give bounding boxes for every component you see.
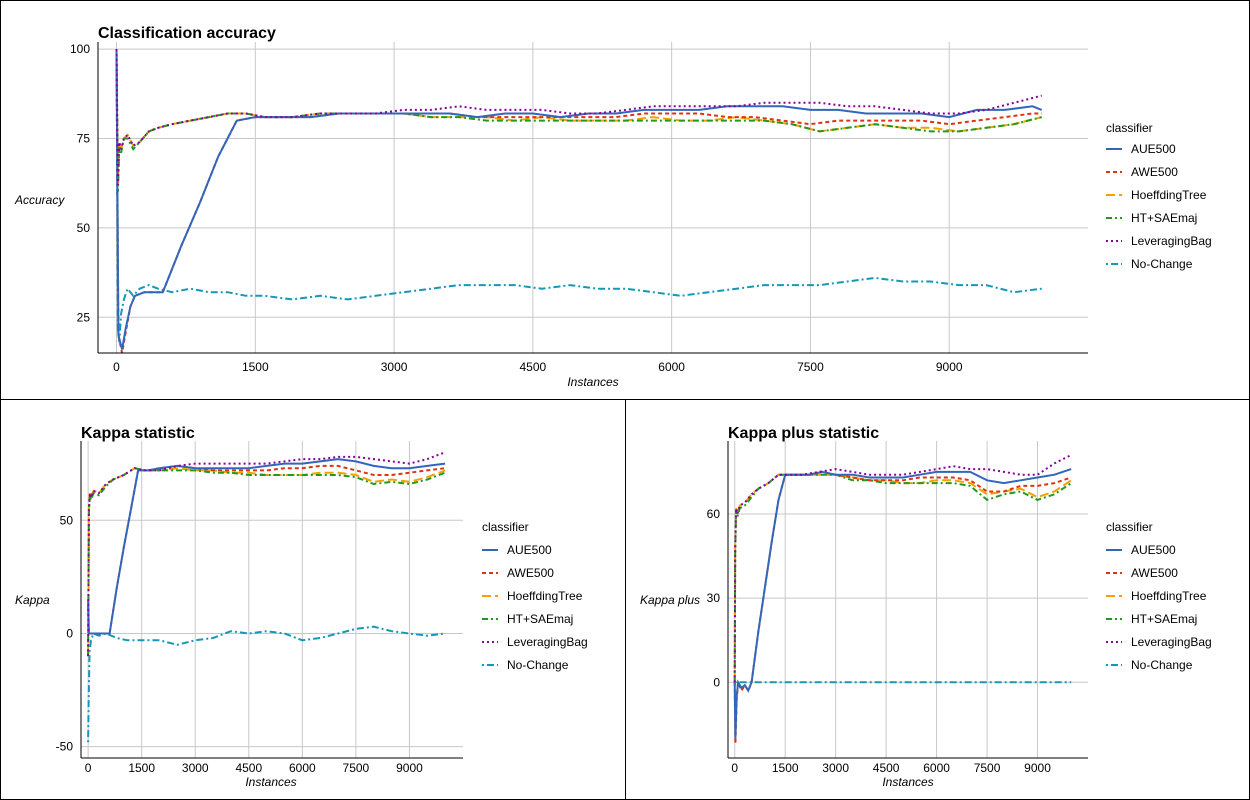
kappa-legend-label: HT+SAEmaj xyxy=(507,612,573,626)
kappa-plus-legend-title: classifier xyxy=(1106,520,1153,534)
kappaplus-x-tick-label: 0 xyxy=(731,761,738,775)
accuracy-legend-label: HT+SAEmaj xyxy=(1131,211,1197,225)
kappa-chart: Kappa statistic 0 1500 3000 4500 6000 7500 900… xyxy=(15,425,588,789)
kappa-series xyxy=(87,451,446,743)
accuracy-legend-label: AUE500 xyxy=(1131,142,1176,156)
kappa-y-tick-label: 0 xyxy=(66,626,73,640)
accuracy-series-aue500 xyxy=(115,49,1043,350)
kappa-panel: Kappa statistic 0 1500 3000 4500 6000 7500 900… xyxy=(0,399,626,800)
kappaplus-x-tick-label: 9000 xyxy=(1024,761,1051,775)
kappaplus-series-aue500 xyxy=(733,468,1072,739)
accuracy-ticks: 0 1500 3000 4500 6000 7500 9000 25 50 75 100 xyxy=(70,42,1088,374)
kappa-ticks: 0 1500 3000 4500 6000 7500 9000 -50 0 50 xyxy=(56,441,463,775)
accuracy-series-leveragingbag xyxy=(115,49,1042,186)
accuracy-chart: Classification accuracy 0 1500 3000 4500 600… xyxy=(14,25,1212,389)
accuracy-x-tick-label: 1500 xyxy=(242,360,269,374)
kappa-legend-label: HoeffdingTree xyxy=(507,589,583,603)
kappaplus-x-tick-label: 1500 xyxy=(772,761,799,775)
accuracy-series xyxy=(115,49,1043,354)
kappa-x-tick-label: 6000 xyxy=(289,761,316,775)
kappa-x-tick-label: 1500 xyxy=(128,761,155,775)
kappaplus-legend-label: HoeffdingTree xyxy=(1131,589,1207,603)
accuracy-legend-label: LeveragingBag xyxy=(1131,234,1212,248)
accuracy-legend-label: No-Change xyxy=(1131,257,1193,271)
kappa-legend-title: classifier xyxy=(482,520,529,534)
kappaplus-x-tick-label: 6000 xyxy=(923,761,950,775)
kappaplus-legend-label: No-Change xyxy=(1131,658,1193,672)
kappaplus-series-ht-saemaj xyxy=(733,473,1072,683)
kappaplus-legend-label: HT+SAEmaj xyxy=(1131,612,1197,626)
kappa-legend-label: LeveragingBag xyxy=(507,635,588,649)
accuracy-panel: Classification accuracy 0 1500 3000 4500 600… xyxy=(0,0,1250,400)
accuracy-x-tick-label: 6000 xyxy=(658,360,685,374)
kappa-title: Kappa statistic xyxy=(81,425,195,442)
accuracy-legend-label: AWE500 xyxy=(1131,165,1178,179)
accuracy-series-no-change xyxy=(115,49,1042,343)
kappa-x-tick-label: 3000 xyxy=(182,761,209,775)
kappa-plus-title: Kappa plus statistic xyxy=(728,425,879,442)
accuracy-y-axis-title: Accuracy xyxy=(14,193,65,207)
accuracy-title: Classification accuracy xyxy=(98,25,276,42)
kappaplus-x-tick-label: 3000 xyxy=(822,761,849,775)
accuracy-x-tick-label: 9000 xyxy=(936,360,963,374)
kappa-x-tick-label: 9000 xyxy=(396,761,423,775)
kappa-gridlines xyxy=(81,441,463,758)
kappa-y-tick-label: 50 xyxy=(60,513,74,527)
kappaplus-legend-label: AWE500 xyxy=(1131,566,1178,580)
kappa-series-aue500 xyxy=(87,458,446,635)
accuracy-x-tick-label: 3000 xyxy=(381,360,408,374)
kappa-plus-y-axis-title: Kappa plus xyxy=(640,593,700,607)
kappaplus-series-leveragingbag xyxy=(733,454,1072,683)
accuracy-y-tick-label: 75 xyxy=(77,132,91,146)
kappa-x-axis-title: Instances xyxy=(245,775,296,789)
kappaplus-series-hoeffdingtree xyxy=(733,473,1072,683)
kappa-plus-x-axis-title: Instances xyxy=(882,775,933,789)
kappa-plus-chart: Kappa plus statistic 0 1500 3000 4500 6000 75… xyxy=(640,425,1212,789)
kappaplus-legend-label: LeveragingBag xyxy=(1131,635,1212,649)
kappa-series-ht-saemaj xyxy=(87,467,446,657)
kappaplus-x-tick-label: 4500 xyxy=(873,761,900,775)
kappa-legend-label: No-Change xyxy=(507,658,569,672)
accuracy-series-ht-saemaj xyxy=(115,49,1042,193)
kappa-series-leveragingbag xyxy=(87,451,446,657)
kappa-legend-label: AUE500 xyxy=(507,543,552,557)
accuracy-y-tick-label: 50 xyxy=(77,221,91,235)
accuracy-x-axis-title: Instances xyxy=(567,375,618,389)
accuracy-x-tick-label: 4500 xyxy=(520,360,547,374)
accuracy-legend: classifier AUE500 AWE500 HoeffdingTree HT+S… xyxy=(1106,121,1212,271)
kappaplus-legend-label: AUE500 xyxy=(1131,543,1176,557)
kappaplus-y-tick-label: 30 xyxy=(707,591,721,605)
kappa-plus-ticks: 0 1500 3000 4500 6000 7500 9000 0 30 60 xyxy=(707,441,1088,775)
kappa-legend-label: AWE500 xyxy=(507,566,554,580)
kappa-plus-series xyxy=(733,454,1072,745)
kappaplus-y-tick-label: 0 xyxy=(713,675,720,689)
kappa-y-axis-title: Kappa xyxy=(15,593,50,607)
accuracy-y-tick-label: 25 xyxy=(77,310,91,324)
kappa-legend: classifier AUE500 AWE500 HoeffdingTree HT+S… xyxy=(482,520,588,672)
accuracy-x-tick-label: 0 xyxy=(113,360,120,374)
kappaplus-x-tick-label: 7500 xyxy=(974,761,1001,775)
kappa-plus-panel: Kappa plus statistic 0 1500 3000 4500 6000 75… xyxy=(625,399,1250,800)
accuracy-legend-title: classifier xyxy=(1106,121,1153,135)
kappa-y-tick-label: -50 xyxy=(56,740,74,754)
accuracy-y-tick-label: 100 xyxy=(70,42,90,56)
kappaplus-y-tick-label: 60 xyxy=(707,507,721,521)
kappa-series-hoeffdingtree xyxy=(87,467,446,657)
kappa-x-tick-label: 0 xyxy=(85,761,92,775)
accuracy-x-tick-label: 7500 xyxy=(797,360,824,374)
kappa-x-tick-label: 7500 xyxy=(343,761,370,775)
kappa-x-tick-label: 4500 xyxy=(235,761,262,775)
kappa-plus-legend: classifier AUE500 AWE500 HoeffdingTree HT+S… xyxy=(1106,520,1212,672)
accuracy-gridlines xyxy=(98,42,1088,353)
accuracy-legend-label: HoeffdingTree xyxy=(1131,188,1207,202)
